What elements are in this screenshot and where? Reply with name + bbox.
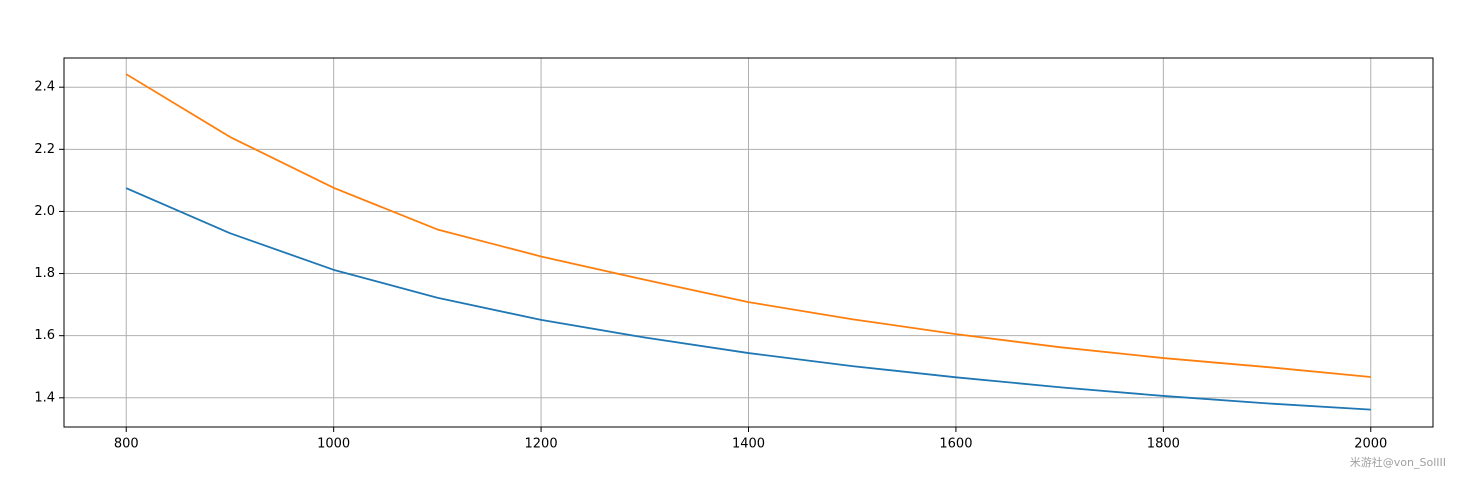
watermark: 米游社@von_SolIII [1350,455,1446,469]
x-tick-label: 1200 [525,437,558,452]
x-tick-label: 2000 [1354,437,1387,452]
data-line [125,187,1371,411]
x-tick-label: 1800 [1147,437,1180,452]
x-tick-label: 1400 [732,437,765,452]
x-tick-label: 800 [114,437,139,452]
y-tick-label: 2.2 [34,142,55,157]
y-tick-label: 1.8 [34,266,55,281]
x-tick-label: 1000 [317,437,350,452]
x-tick-label: 1600 [939,437,972,452]
data-line [125,73,1371,378]
y-tick-label: 2.4 [34,80,55,95]
plot-frame [63,57,1434,428]
y-tick-label: 1.6 [34,328,55,343]
y-tick-label: 1.4 [34,390,55,405]
y-tick-label: 2.0 [34,204,55,219]
